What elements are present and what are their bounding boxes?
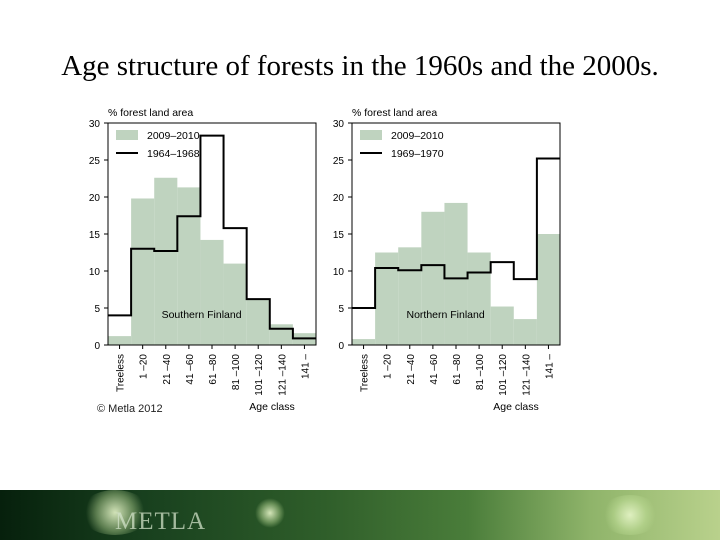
x-tick-label: 81 –100 xyxy=(475,354,486,391)
slide-title: Age structure of forests in the 1960s an… xyxy=(61,50,659,82)
x-tick-label: 41 –60 xyxy=(185,354,196,385)
x-tick-label: 121 –140 xyxy=(521,354,532,396)
bar-4 xyxy=(200,239,224,345)
bar-0 xyxy=(108,336,132,345)
x-axis-label: Age class xyxy=(249,401,295,413)
y-tick-label: 5 xyxy=(94,304,100,315)
bar-1 xyxy=(131,198,155,345)
y-tick-label: 15 xyxy=(89,230,101,241)
y-tick-label: 20 xyxy=(333,193,345,204)
y-tick-label: 30 xyxy=(333,119,345,130)
bar-7 xyxy=(513,319,537,345)
footer-glow-decoration xyxy=(80,490,150,535)
y-tick-label: 15 xyxy=(333,230,345,241)
x-tick-label: 61 –80 xyxy=(452,354,463,385)
y-axis-label: % forest land area xyxy=(352,107,437,119)
x-tick-label: 141 – xyxy=(544,354,555,379)
x-tick-label: 21 –40 xyxy=(406,354,417,385)
legend-swatch-fill xyxy=(116,130,138,140)
bar-4 xyxy=(444,202,468,345)
y-tick-label: 25 xyxy=(333,156,345,167)
charts-area: 0 5 10 15 20 25 30 % forest land area Treeless 1 … xyxy=(89,107,561,413)
x-tick-label: 61 –80 xyxy=(208,354,219,385)
x-tick-label: 101 –120 xyxy=(254,354,265,396)
x-tick-label: 101 –120 xyxy=(498,354,509,396)
footer-glow-decoration xyxy=(255,498,285,528)
legend-label: 1964–1968 xyxy=(147,148,200,160)
x-tick-label: Treeless xyxy=(360,354,371,392)
y-tick-label: 20 xyxy=(89,193,101,204)
bar-3 xyxy=(177,187,201,345)
y-tick-label: 0 xyxy=(94,341,100,352)
x-tick-label: 1 –20 xyxy=(139,354,150,379)
bar-2 xyxy=(154,177,178,345)
step-line xyxy=(352,157,560,309)
southern-finland-chart: 0 5 10 15 20 25 30 % forest land area Treeless 1 … xyxy=(89,107,317,413)
metla-logo: METLA xyxy=(115,508,207,535)
footer-banner xyxy=(0,490,720,540)
bar-0 xyxy=(352,339,376,345)
legend-label: 2009–2010 xyxy=(391,130,444,142)
y-tick-label: 30 xyxy=(89,119,101,130)
region-annotation: Southern Finland xyxy=(162,309,242,321)
bar-7 xyxy=(269,324,293,345)
step-line xyxy=(108,134,316,340)
y-tick-label: 25 xyxy=(89,156,101,167)
footer-glow-decoration xyxy=(600,495,660,535)
legend-swatch-fill xyxy=(360,130,382,140)
northern-finland-chart: 0 5 10 15 20 25 30 % forest land area Treeless 1 … xyxy=(333,107,561,413)
legend-label: 1969–1970 xyxy=(391,148,444,160)
region-annotation: Northern Finland xyxy=(406,309,484,321)
y-tick-label: 10 xyxy=(333,267,345,278)
x-axis-label: Age class xyxy=(493,401,539,413)
y-tick-label: 0 xyxy=(338,341,344,352)
y-axis-label: % forest land area xyxy=(108,107,193,119)
bar-1 xyxy=(375,252,399,345)
x-tick-label: 1 –20 xyxy=(383,354,394,379)
bar-5 xyxy=(223,263,247,345)
x-tick-label: Treeless xyxy=(116,354,127,392)
bar-6 xyxy=(246,299,270,345)
bar-6 xyxy=(490,306,514,345)
x-tick-label: 21 –40 xyxy=(162,354,173,385)
copyright-text: © Metla 2012 xyxy=(97,403,163,415)
bar-3 xyxy=(421,211,445,345)
x-tick-label: 81 –100 xyxy=(231,354,242,391)
y-tick-label: 10 xyxy=(89,267,101,278)
bar-5 xyxy=(467,252,491,345)
x-tick-label: 41 –60 xyxy=(429,354,440,385)
bar-2 xyxy=(398,247,422,345)
x-tick-label: 141 – xyxy=(300,354,311,379)
x-tick-label: 121 –140 xyxy=(277,354,288,396)
bar-8 xyxy=(536,234,560,345)
legend-label: 2009–2010 xyxy=(147,130,200,142)
y-tick-label: 5 xyxy=(338,304,344,315)
